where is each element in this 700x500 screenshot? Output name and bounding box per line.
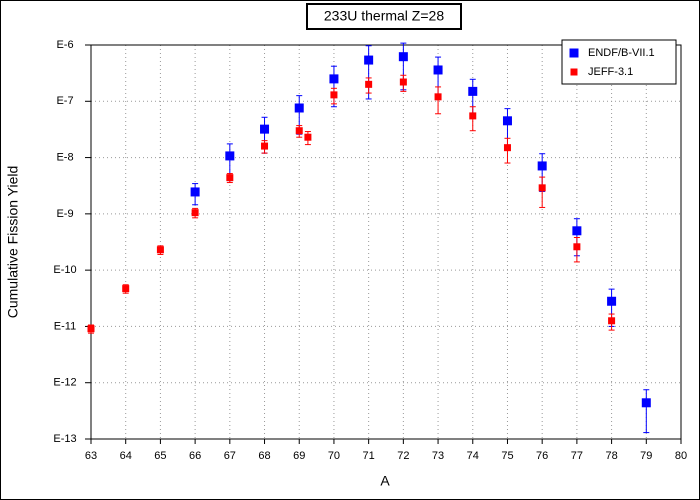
- marker: [468, 86, 478, 96]
- marker: [304, 133, 312, 141]
- marker: [190, 187, 200, 197]
- x-tick-label: 64: [120, 450, 132, 462]
- marker: [295, 127, 303, 135]
- x-tick-label: 66: [189, 450, 201, 462]
- y-tick-label: E-11: [54, 320, 76, 332]
- y-tick-label: E-6: [56, 39, 73, 51]
- x-tick-label: 72: [397, 450, 409, 462]
- marker: [122, 285, 130, 293]
- x-tick-label: 76: [536, 450, 548, 462]
- y-axis-label: Cumulative Fission Yield: [5, 166, 21, 319]
- x-tick-label: 73: [432, 450, 444, 462]
- marker: [641, 398, 651, 408]
- x-tick-label: 63: [85, 450, 97, 462]
- legend-marker: [570, 68, 578, 76]
- y-tick-label: E-10: [53, 264, 76, 276]
- marker: [503, 144, 511, 152]
- legend-label: JEFF-3.1: [588, 66, 633, 78]
- chart-title: 233U thermal Z=28: [324, 8, 444, 24]
- legend-box: [561, 39, 677, 85]
- marker: [572, 226, 582, 236]
- x-tick-label: 80: [675, 450, 687, 462]
- y-tick-label: E-13: [53, 433, 76, 445]
- marker: [365, 80, 373, 88]
- legend-marker: [569, 48, 579, 58]
- x-tick-label: 77: [571, 450, 583, 462]
- marker: [502, 116, 512, 126]
- marker: [225, 151, 235, 161]
- marker: [538, 184, 546, 192]
- x-tick-label: 70: [328, 450, 340, 462]
- marker: [399, 78, 407, 86]
- y-tick-label: E-12: [53, 377, 76, 389]
- x-tick-label: 78: [605, 450, 617, 462]
- marker: [364, 55, 374, 65]
- marker: [329, 74, 339, 84]
- marker: [573, 243, 581, 251]
- marker: [294, 103, 304, 113]
- marker: [261, 142, 269, 150]
- x-tick-label: 74: [467, 450, 479, 462]
- marker: [537, 161, 547, 171]
- x-tick-label: 79: [640, 450, 652, 462]
- legend-label: ENDF/B-VII.1: [588, 47, 655, 59]
- marker: [608, 317, 616, 325]
- marker: [607, 296, 617, 306]
- marker: [156, 246, 164, 254]
- y-tick-label: E-8: [56, 151, 73, 163]
- plot-border: [90, 44, 682, 440]
- y-tick-label: E-7: [56, 95, 73, 107]
- x-tick-label: 65: [154, 450, 166, 462]
- marker: [434, 93, 442, 101]
- x-tick-label: 69: [293, 450, 305, 462]
- marker: [226, 174, 234, 182]
- x-tick-label: 75: [501, 450, 513, 462]
- marker: [330, 91, 338, 99]
- x-tick-label: 71: [363, 450, 375, 462]
- x-axis-label: A: [380, 473, 390, 489]
- x-tick-label: 68: [258, 450, 270, 462]
- title-box: [306, 3, 462, 30]
- x-tick-label: 67: [224, 450, 236, 462]
- marker: [433, 65, 443, 75]
- plot-area: [91, 45, 681, 439]
- marker: [398, 52, 408, 62]
- y-tick-label: E-9: [56, 208, 73, 220]
- marker: [191, 209, 199, 217]
- marker: [260, 124, 270, 134]
- marker: [469, 112, 477, 120]
- marker: [87, 325, 95, 333]
